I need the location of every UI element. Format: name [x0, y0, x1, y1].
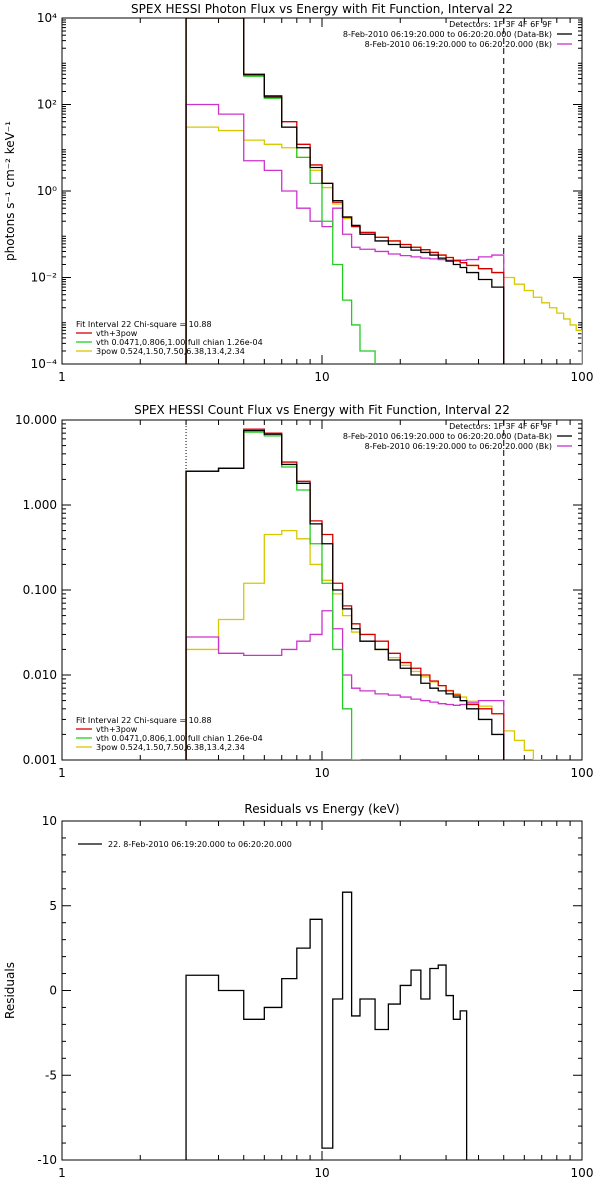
legend-entry-label: vth+3pow	[96, 329, 138, 338]
y-tick-label: 10⁰	[37, 184, 57, 198]
y-tick-label: 5	[49, 899, 57, 913]
chart-title: Residuals vs Energy (keV)	[244, 802, 399, 816]
legend-entry-label: 8-Feb-2010 06:19:20.000 to 06:20:20.000 …	[365, 442, 552, 451]
legend-entry-label: vth 0.0471,0.806,1.00 full chian 1.26e-0…	[96, 734, 263, 743]
series-3pow	[185, 126, 582, 364]
series-vth	[185, 431, 361, 760]
y-tick-label: 0.100	[23, 583, 57, 597]
series-data-bk	[185, 429, 505, 760]
y-tick-label: 10	[42, 814, 57, 828]
y-tick-label: 10.000	[15, 413, 57, 427]
legend-bottom-left: Fit Interval 22 Chi-square = 10.88vth+3p…	[76, 716, 263, 752]
legend-entry-label: vth 0.0471,0.806,1.00 full chian 1.26e-0…	[96, 338, 263, 347]
x-tick-label: 1	[58, 766, 66, 780]
series-vth-3pow	[185, 18, 505, 364]
y-tick-label: 10⁻²	[31, 271, 58, 285]
series-data-bk	[185, 18, 505, 364]
chart-2: SPEX HESSI Count Flux vs Energy with Fit…	[15, 403, 594, 780]
y-axis-label: Residuals	[3, 962, 17, 1019]
legend-top-right: Detectors: 1F 3F 4F 6F 9F8-Feb-2010 06:1…	[343, 422, 572, 451]
y-axis-label: photons s⁻¹ cm⁻² keV⁻¹	[3, 121, 17, 261]
legend-entry-label: 3pow 0.524,1.50,7.50,6.38,13.4,2.34	[96, 743, 245, 752]
chart-3: Residuals vs Energy (keV) 1 10 100 -10 -5 0 5 10…	[3, 802, 593, 1180]
legend-entry-label: 8-Feb-2010 06:19:20.000 to 06:20:20.000 …	[343, 432, 552, 441]
y-tick-label: 10²	[37, 98, 57, 112]
x-tick-label: 10	[314, 370, 329, 384]
legend-header: Detectors: 1F 3F 4F 6F 9F	[449, 20, 552, 29]
y-tick-label: -10	[37, 1153, 57, 1167]
legend-header: Detectors: 1F 3F 4F 6F 9F	[449, 422, 552, 431]
y-tick-label: 10⁴	[37, 11, 57, 25]
x-tick-label: 100	[571, 1166, 594, 1180]
y-tick-label: 0	[49, 984, 57, 998]
x-tick-label: 100	[571, 370, 594, 384]
chart-title: SPEX HESSI Count Flux vs Energy with Fit…	[134, 403, 510, 417]
legend-entry-label: vth+3pow	[96, 725, 138, 734]
x-tick-label: 1	[58, 1166, 66, 1180]
series-22-8-feb-2010-06-19-20-000-to-06-20-20-000	[185, 891, 468, 1160]
legend-header: Fit Interval 22 Chi-square = 10.88	[76, 320, 212, 329]
y-tick-label: 0.001	[23, 753, 57, 767]
series-bk	[185, 103, 505, 364]
legend-top-left: 22. 8-Feb-2010 06:19:20.000 to 06:20:20.…	[78, 840, 292, 849]
legend-top-right: Detectors: 1F 3F 4F 6F 9F8-Feb-2010 06:1…	[343, 20, 572, 49]
series-bk	[185, 610, 505, 760]
x-tick-label: 1	[58, 370, 66, 384]
series-3pow	[185, 529, 543, 760]
y-tick-label: -5	[45, 1068, 57, 1082]
x-tick-label: 100	[571, 766, 594, 780]
legend-entry-label: 3pow 0.524,1.50,7.50,6.38,13.4,2.34	[96, 347, 245, 356]
y-tick-label: 1.000	[23, 498, 57, 512]
legend-header: Fit Interval 22 Chi-square = 10.88	[76, 716, 212, 725]
legend-entry-label: 22. 8-Feb-2010 06:19:20.000 to 06:20:20.…	[108, 840, 292, 849]
x-tick-label: 10	[314, 766, 329, 780]
y-tick-label: 0.010	[23, 668, 57, 682]
x-tick-label: 10	[314, 1166, 329, 1180]
chart-title: SPEX HESSI Photon Flux vs Energy with Fi…	[131, 2, 513, 16]
y-tick-label: 10⁻⁴	[31, 357, 58, 371]
chart-1: SPEX HESSI Photon Flux vs Energy with Fi…	[3, 2, 594, 384]
legend-entry-label: 8-Feb-2010 06:19:20.000 to 06:20:20.000 …	[343, 30, 552, 39]
legend-entry-label: 8-Feb-2010 06:19:20.000 to 06:20:20.000 …	[365, 40, 552, 49]
legend-bottom-left: Fit Interval 22 Chi-square = 10.88vth+3p…	[76, 320, 263, 356]
